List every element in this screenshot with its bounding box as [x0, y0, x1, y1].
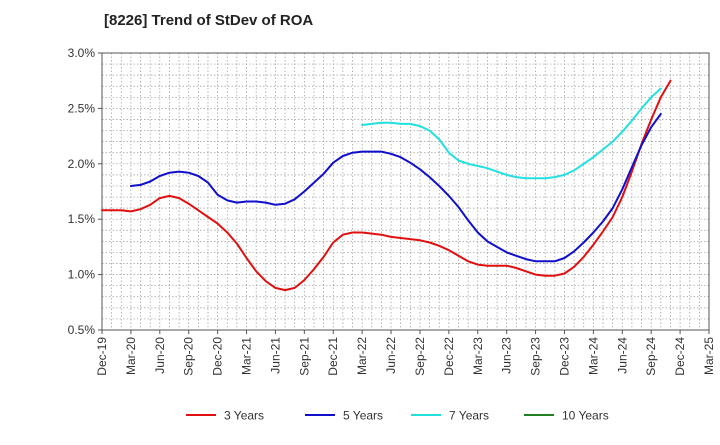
series-line-3-years	[101, 79, 672, 292]
legend-label: 10 Years	[562, 409, 609, 423]
legend-label: 7 Years	[449, 409, 489, 423]
x-tick-label: Dec-23	[557, 337, 571, 376]
x-tick-label: Jun-20	[153, 337, 167, 374]
x-tick-label: Sep-22	[413, 337, 427, 376]
x-tick-label: Dec-20	[211, 337, 225, 376]
y-tick-label: 0.5%	[68, 323, 96, 337]
y-tick-label: 2.0%	[68, 157, 96, 171]
x-tick-label: Sep-21	[297, 337, 311, 376]
y-tick-label: 3.0%	[68, 46, 96, 60]
y-tick-label: 2.5%	[68, 101, 96, 115]
x-tick-label: Mar-22	[355, 337, 369, 375]
legend-label: 3 Years	[224, 409, 264, 423]
x-tick-label: Sep-23	[529, 337, 543, 376]
x-tick-label: Dec-24	[673, 337, 687, 376]
x-tick-label: Sep-20	[182, 337, 196, 376]
grid	[102, 53, 709, 330]
x-tick-label: Sep-24	[644, 337, 658, 376]
x-tick-label: Jun-24	[615, 337, 629, 374]
x-tick-label: Dec-19	[95, 337, 109, 376]
x-tick-label: Jun-22	[384, 337, 398, 374]
x-axis: Dec-19 Mar-20 Jun-20 Sep-20 Dec-20 Mar-21 Jun-…	[95, 330, 716, 376]
x-tick-label: Dec-22	[442, 337, 456, 376]
series-group	[101, 79, 672, 292]
plot-frame	[101, 52, 710, 331]
y-tick-label: 1.5%	[68, 212, 96, 226]
x-tick-label: Jun-23	[500, 337, 514, 374]
legend: 3 Years 5 Years 7 Years 10 Years	[186, 409, 609, 423]
chart-title: [8226] Trend of StDev of ROA	[104, 12, 314, 29]
x-tick-label: Mar-20	[124, 337, 138, 375]
series-line-7-years	[361, 87, 662, 180]
x-tick-label: Jun-21	[268, 337, 282, 374]
series-line-5-years	[129, 112, 662, 263]
y-tick-label: 1.0%	[68, 268, 96, 282]
y-axis: 0.5% 1.0% 1.5% 2.0% 2.5% 3.0%	[68, 46, 102, 337]
x-tick-label: Mar-25	[702, 337, 716, 375]
x-tick-label: Dec-21	[326, 337, 340, 376]
legend-label: 5 Years	[343, 409, 383, 423]
x-tick-label: Mar-24	[586, 337, 600, 375]
x-tick-label: Mar-23	[471, 337, 485, 375]
x-tick-label: Mar-21	[240, 337, 254, 375]
